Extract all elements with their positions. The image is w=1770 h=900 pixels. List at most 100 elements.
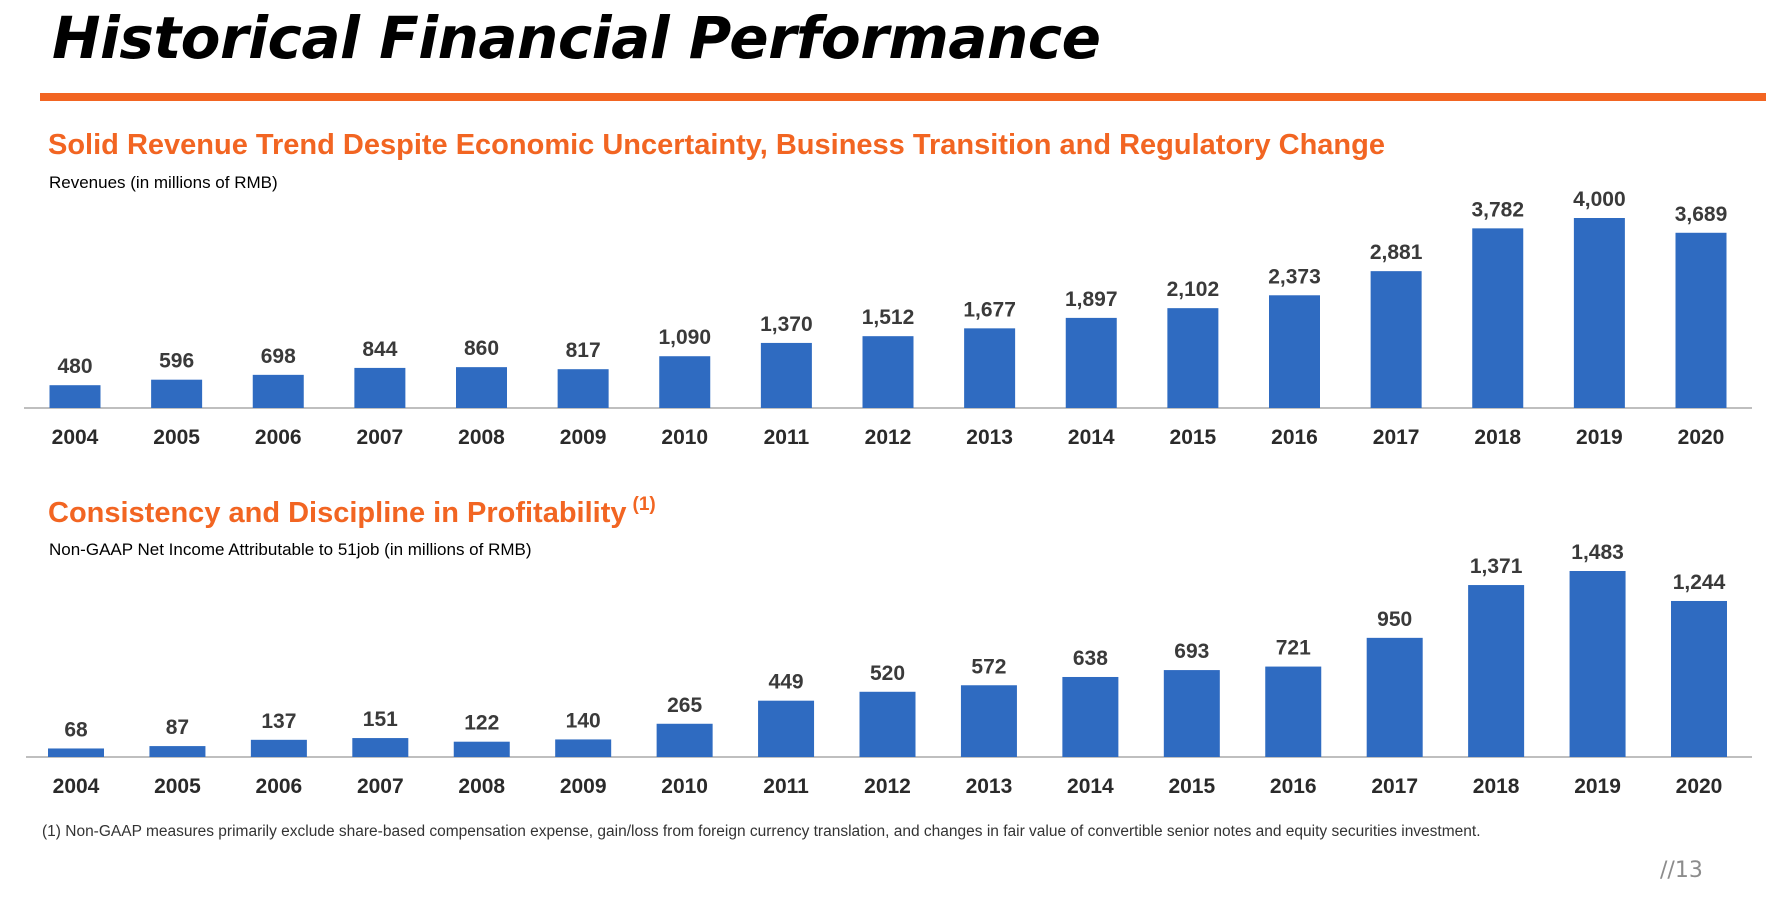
net-income-x-tick-2016: 2016 [1270,775,1317,798]
revenue-bar-2011 [760,342,812,408]
net-income-data-label-2011: 449 [769,671,804,694]
revenue-data-label-2016: 2,373 [1268,265,1321,288]
revenue-data-label-2004: 480 [57,355,92,378]
net-income-bar-2007 [352,738,409,757]
revenue-bar-2008 [456,367,507,408]
revenue-bar-2018 [1472,228,1524,408]
net-income-x-tick-2018: 2018 [1473,775,1520,798]
net-income-data-label-2010: 265 [667,694,702,717]
net-income-bar-2004 [48,748,104,757]
revenue-x-tick-2005: 2005 [153,426,200,449]
net-income-x-tick-2014: 2014 [1067,775,1114,798]
net-income-bar-chart: 68 2004 87 2005 137 2006 151 2007 122 2008 140 2009… [26,541,1752,798]
net-income-x-tick-2005: 2005 [154,775,201,798]
revenue-data-label-2011: 1,370 [760,313,813,336]
revenue-bar-2015 [1167,308,1219,408]
revenue-bar-2014 [1065,317,1117,408]
revenue-data-label-2020: 3,689 [1675,203,1728,226]
revenue-x-tick-2020: 2020 [1678,426,1725,449]
net-income-x-tick-2013: 2013 [966,775,1013,798]
net-income-bar-2010 [656,723,713,757]
net-income-data-label-2008: 122 [464,712,499,735]
revenue-x-tick-2011: 2011 [764,426,810,449]
net-income-data-label-2019: 1,483 [1571,541,1624,564]
net-income-chart-subtitle: Non-GAAP Net Income Attributable to 51jo… [49,540,532,559]
net-income-chart-heading-text: Consistency and Discipline in Profitabil… [48,497,627,529]
net-income-bar-2018 [1468,585,1525,757]
net-income-data-label-2015: 693 [1174,640,1209,663]
revenue-chart-heading-text: Solid Revenue Trend Despite Economic Unc… [48,129,1385,161]
net-income-bar-2011 [758,700,815,757]
net-income-bar-2013 [960,685,1017,757]
net-income-bar-2017 [1366,637,1423,757]
footnote: (1) Non-GAAP measures primarily exclude … [42,823,1481,840]
revenue-x-tick-2018: 2018 [1474,426,1521,449]
net-income-data-label-2006: 137 [261,710,296,733]
net-income-x-tick-2015: 2015 [1168,775,1215,798]
net-income-x-tick-2012: 2012 [864,775,911,798]
revenue-bar-2017 [1370,271,1422,408]
net-income-data-label-2014: 638 [1073,647,1108,670]
net-income-x-tick-2019: 2019 [1574,775,1621,798]
revenue-data-label-2019: 4,000 [1573,188,1626,211]
revenue-x-tick-2013: 2013 [966,426,1013,449]
revenue-x-tick-2004: 2004 [52,426,99,449]
revenue-x-tick-2015: 2015 [1170,426,1217,449]
net-income-data-label-2017: 950 [1377,608,1412,631]
net-income-data-label-2004: 68 [64,718,88,741]
net-income-bar-2019 [1569,571,1626,757]
revenue-x-tick-2017: 2017 [1373,426,1420,449]
revenue-data-label-2006: 698 [261,345,296,368]
revenue-data-label-2009: 817 [566,339,601,362]
revenue-bar-2005 [151,379,203,408]
revenue-bar-2007 [354,367,406,408]
revenue-bar-2013 [964,328,1016,408]
net-income-x-tick-2011: 2011 [763,775,809,798]
revenue-data-label-2015: 2,102 [1167,278,1220,301]
revenue-x-tick-2016: 2016 [1271,426,1318,449]
net-income-bar-2006 [250,739,307,757]
revenue-bar-2019 [1573,218,1625,408]
revenue-data-label-2014: 1,897 [1065,288,1118,311]
revenue-x-tick-2007: 2007 [357,426,404,449]
revenue-data-label-2008: 860 [464,337,499,360]
net-income-bar-2009 [555,739,612,757]
revenue-data-label-2012: 1,512 [862,306,915,329]
revenue-data-label-2017: 2,881 [1370,241,1423,264]
net-income-x-tick-2008: 2008 [458,775,505,798]
revenue-x-tick-2012: 2012 [865,426,912,449]
net-income-x-tick-2004: 2004 [53,775,100,798]
net-income-data-label-2018: 1,371 [1470,555,1523,578]
revenue-bar-2004 [49,385,101,408]
net-income-heading-footnote-marker: (1) [632,494,656,515]
revenue-chart-heading: Solid Revenue Trend Despite Economic Unc… [48,129,1385,162]
net-income-bar-2020 [1671,600,1727,757]
page-title: Historical Financial Performance [52,4,1101,72]
net-income-x-tick-2017: 2017 [1371,775,1418,798]
page-number: //13 [1660,858,1703,883]
revenue-x-tick-2019: 2019 [1576,426,1623,449]
net-income-bar-2016 [1265,666,1322,757]
net-income-bar-2014 [1062,676,1119,757]
revenue-bar-2006 [252,374,304,408]
net-income-chart-heading: Consistency and Discipline in Profitabil… [48,494,656,530]
net-income-data-label-2012: 520 [870,662,905,685]
net-income-data-label-2020: 1,244 [1673,571,1726,594]
net-income-data-label-2013: 572 [971,655,1006,678]
net-income-bar-2012 [859,691,916,757]
revenue-x-tick-2006: 2006 [255,426,302,449]
revenue-data-label-2007: 844 [362,338,397,361]
net-income-data-label-2016: 721 [1276,637,1311,660]
revenue-bar-2010 [659,356,711,408]
revenue-data-label-2010: 1,090 [658,326,711,349]
title-divider [40,93,1766,101]
revenue-bar-2016 [1269,295,1320,408]
net-income-x-tick-2007: 2007 [357,775,404,798]
net-income-x-tick-2020: 2020 [1676,775,1723,798]
net-income-data-label-2007: 151 [363,708,398,731]
revenue-bar-chart: 480 2004 596 2005 698 2006 844 2007 860 2008 817 20… [24,188,1752,449]
revenue-x-tick-2014: 2014 [1068,426,1115,449]
revenue-x-tick-2010: 2010 [661,426,708,449]
net-income-x-tick-2010: 2010 [661,775,708,798]
net-income-x-tick-2009: 2009 [560,775,607,798]
